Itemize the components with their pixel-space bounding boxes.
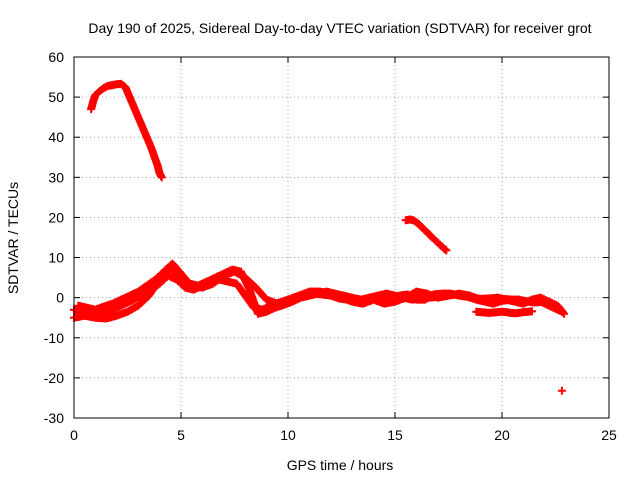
y-tick-label: -10 [44,330,64,346]
chart-title: Day 190 of 2025, Sidereal Day-to-day VTE… [88,20,591,36]
y-tick-label: 50 [48,89,64,105]
x-tick-label: 15 [387,427,403,443]
y-tick-label: 0 [56,290,64,306]
y-tick-label: -30 [44,410,64,426]
x-tick-label: 20 [494,427,510,443]
y-tick-label: 10 [48,250,64,266]
plot-frame [73,56,610,419]
data-point [157,173,166,182]
y-tick-label: 60 [48,49,64,65]
y-tick-label: 30 [48,169,64,185]
series-arc-afternoon [401,215,451,255]
x-axis-label: GPS time / hours [287,457,394,473]
x-tick-label: 5 [177,427,185,443]
x-tick-label: 25 [601,427,617,443]
data-point [557,386,566,395]
series-segment-evening [472,307,536,318]
series-band-c [74,259,569,318]
x-tick-label: 10 [280,427,296,443]
x-tick-label: 0 [70,427,78,443]
y-tick-label: 40 [48,129,64,145]
y-axis-label: SDTVAR / TECUs [5,182,21,294]
axes: 0 5 10 15 20 25 -30 -20 -10 0 10 20 30 40 50 60 [44,49,617,443]
data-point [560,309,569,318]
y-tick-label: -20 [44,370,64,386]
data-points [70,79,569,395]
data-point [558,308,567,317]
series-arc-high-morning [87,79,166,182]
series-outlier [557,386,566,395]
data-point [442,246,451,255]
y-tick-label: 20 [48,209,64,225]
grid [74,57,609,418]
data-point [527,307,536,316]
